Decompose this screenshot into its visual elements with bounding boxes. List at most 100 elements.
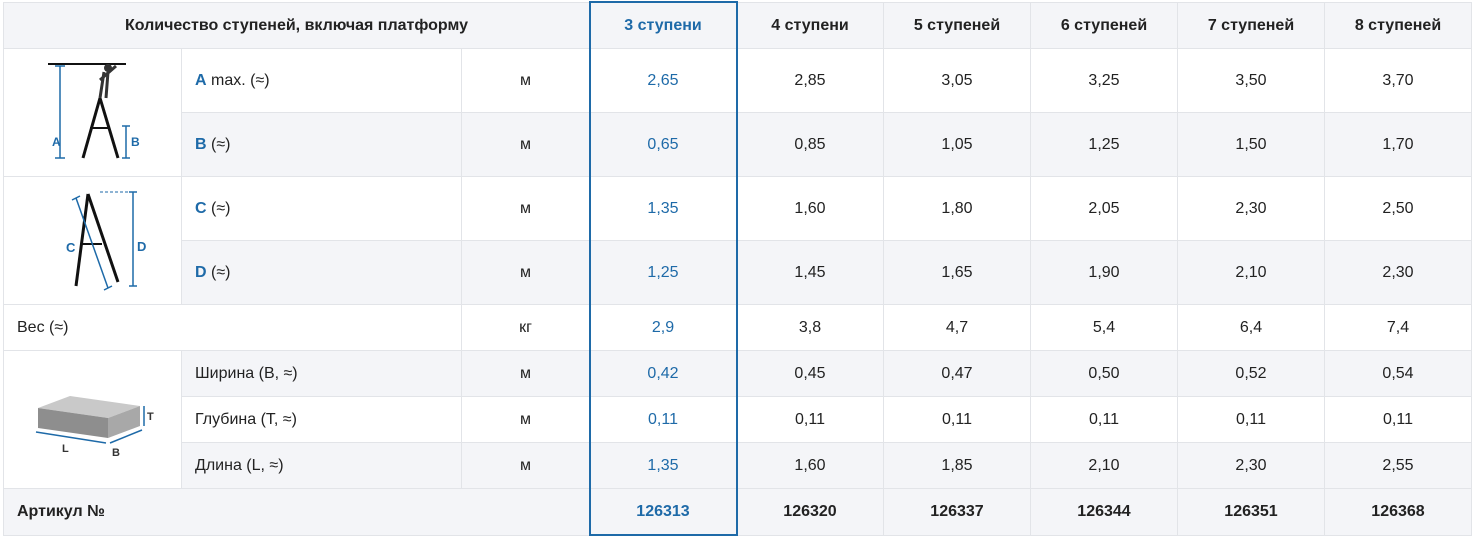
row-c-letter: C	[195, 199, 207, 217]
weight-label: Вес (≈)	[3, 304, 462, 351]
table-row-b: B (≈) м 0,65 0,85 1,05 1,25 1,50 1,70	[4, 112, 1472, 177]
value-cell: 3,70	[1324, 48, 1472, 113]
row-a-label: A max. (≈)	[181, 48, 462, 113]
value-cell: 2,85	[736, 48, 884, 113]
value-cell: 7,4	[1324, 304, 1472, 351]
table-row-width: T L B Ширина (B, ≈) м 0,42 0,45 0,47 0,5…	[3, 350, 1472, 489]
table-row-a: A B A max. (≈) м 2,65 2,85 3,05 3,25 3,5…	[3, 48, 1472, 177]
value-cell: 0,45	[736, 350, 884, 397]
value-cell: 1,65	[883, 240, 1031, 305]
column-header-7-steps[interactable]: 7 ступеней	[1177, 2, 1325, 49]
row-d-letter: D	[195, 263, 207, 281]
row-c-text: (≈)	[211, 199, 231, 217]
table-row-c: D C C (≈) м 1,35 1,60 1,80 2,05 2,30 2,5…	[3, 176, 1472, 305]
ladder-height-icon: A B	[47, 62, 140, 159]
width-label: Ширина (B, ≈)	[181, 350, 462, 397]
value-cell: 0,11	[1177, 396, 1325, 443]
value-cell: 0,11	[1030, 396, 1178, 443]
letter-t-label: T	[147, 411, 154, 423]
letter-d-label: D	[137, 239, 146, 254]
header-row: Количество ступеней, включая платформу 3…	[3, 2, 1472, 49]
value-cell: 1,80	[883, 176, 1031, 241]
letter-c-label: C	[66, 240, 76, 255]
value-cell: 0,85	[736, 112, 884, 177]
package-diagram: T L B	[3, 350, 182, 489]
row-a-text: max. (≈)	[211, 71, 270, 89]
value-cell: 1,60	[736, 442, 884, 489]
row-b-unit: м	[461, 112, 590, 177]
value-cell: 0,65	[589, 112, 737, 177]
letter-a-label: A	[52, 135, 61, 149]
article-number: 126320	[736, 488, 884, 536]
value-cell: 1,25	[589, 240, 737, 305]
value-cell: 0,11	[736, 396, 884, 443]
value-cell: 5,4	[1030, 304, 1178, 351]
value-cell: 1,60	[736, 176, 884, 241]
column-header-5-steps[interactable]: 5 ступеней	[883, 2, 1031, 49]
value-cell: 2,65	[589, 48, 737, 113]
value-cell: 0,42	[589, 350, 737, 397]
row-d-label: D (≈)	[181, 240, 462, 305]
depth-label: Глубина (T, ≈)	[181, 396, 462, 443]
table-row-d: D (≈) м 1,25 1,45 1,65 1,90 2,10 2,30	[4, 240, 1472, 305]
row-b-text: (≈)	[211, 135, 231, 153]
value-cell: 2,50	[1324, 176, 1472, 241]
value-cell: 1,50	[1177, 112, 1325, 177]
value-cell: 1,85	[883, 442, 1031, 489]
article-number: 126351	[1177, 488, 1325, 536]
value-cell: 1,25	[1030, 112, 1178, 177]
column-header-8-steps[interactable]: 8 ступеней	[1324, 2, 1472, 49]
value-cell: 0,52	[1177, 350, 1325, 397]
value-cell: 3,50	[1177, 48, 1325, 113]
value-cell: 2,55	[1324, 442, 1472, 489]
column-header-6-steps[interactable]: 6 ступеней	[1030, 2, 1178, 49]
ladder-spec-table: Количество ступеней, включая платформу 3…	[3, 2, 1472, 536]
value-cell: 2,30	[1177, 176, 1325, 241]
article-number: 126337	[883, 488, 1031, 536]
value-cell: 2,10	[1030, 442, 1178, 489]
row-d-text: (≈)	[211, 263, 231, 281]
value-cell: 0,50	[1030, 350, 1178, 397]
table-row-length: Длина (L, ≈) м 1,35 1,60 1,85 2,10 2,30 …	[4, 442, 1472, 489]
value-cell: 3,25	[1030, 48, 1178, 113]
table-row-depth: Глубина (T, ≈) м 0,11 0,11 0,11 0,11 0,1…	[4, 396, 1472, 443]
value-cell: 0,11	[589, 396, 737, 443]
letter-b-pack-label: B	[112, 447, 120, 459]
value-cell: 2,30	[1177, 442, 1325, 489]
value-cell: 4,7	[883, 304, 1031, 351]
article-label: Артикул №	[3, 488, 590, 536]
value-cell: 6,4	[1177, 304, 1325, 351]
value-cell: 0,47	[883, 350, 1031, 397]
row-a-letter: A	[195, 71, 207, 89]
steps-count-header: Количество ступеней, включая платформу	[3, 2, 590, 49]
row-c-label: C (≈)	[181, 176, 462, 241]
value-cell: 1,90	[1030, 240, 1178, 305]
value-cell: 3,05	[883, 48, 1031, 113]
value-cell: 3,8	[736, 304, 884, 351]
value-cell: 1,35	[589, 176, 737, 241]
value-cell: 2,05	[1030, 176, 1178, 241]
value-cell: 0,54	[1324, 350, 1472, 397]
ladder-length-icon: D C	[66, 190, 146, 291]
value-cell: 1,70	[1324, 112, 1472, 177]
length-label: Длина (L, ≈)	[181, 442, 462, 489]
weight-unit: кг	[461, 304, 590, 351]
column-header-4-steps[interactable]: 4 ступени	[736, 2, 884, 49]
row-a-unit: м	[461, 48, 590, 113]
width-unit: м	[461, 350, 590, 397]
value-cell: 2,10	[1177, 240, 1325, 305]
value-cell: 1,45	[736, 240, 884, 305]
column-header-3-steps[interactable]: 3 ступени	[589, 2, 737, 49]
value-cell: 2,9	[589, 304, 737, 351]
value-cell: 1,05	[883, 112, 1031, 177]
row-b-label: B (≈)	[181, 112, 462, 177]
row-b-letter: B	[195, 135, 207, 153]
ladder-height-diagram: A B	[3, 48, 182, 177]
length-unit: м	[461, 442, 590, 489]
letter-b-label: B	[131, 135, 140, 149]
article-number: 126313	[589, 488, 737, 536]
depth-unit: м	[461, 396, 590, 443]
value-cell: 0,11	[883, 396, 1031, 443]
value-cell: 2,30	[1324, 240, 1472, 305]
